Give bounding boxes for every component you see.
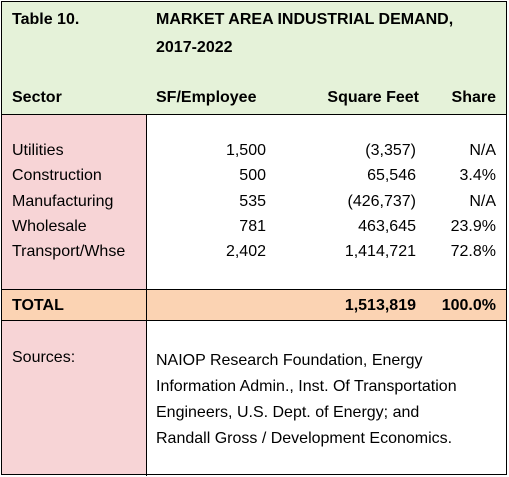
row-sector: Manufacturing xyxy=(12,193,114,210)
row-square-feet: 463,645 xyxy=(358,218,416,235)
total-top-divider xyxy=(2,289,506,290)
row-square-feet: 1,414,721 xyxy=(344,243,416,260)
sector-column-shading xyxy=(2,115,146,289)
sources-text: NAIOP Research Foundation, Energy Inform… xyxy=(156,352,457,447)
sources-label-shading xyxy=(2,321,146,474)
total-row-shading xyxy=(2,290,506,320)
column-header-sf-per-employee: SF/Employee xyxy=(156,89,257,106)
column-header-square-feet: Square Feet xyxy=(327,89,419,106)
row-square-feet: (426,737) xyxy=(347,193,417,210)
column-header-sector: Sector xyxy=(12,89,62,106)
row-share: 23.9% xyxy=(450,218,496,235)
row-share: 72.8% xyxy=(450,243,496,260)
total-square-feet: 1,513,819 xyxy=(344,297,416,314)
row-sector: Transport/Whse xyxy=(12,243,126,260)
column-divider xyxy=(146,114,147,476)
row-square-feet: 65,546 xyxy=(367,167,416,184)
row-sector: Wholesale xyxy=(12,218,87,235)
row-sf-per-employee: 1,500 xyxy=(225,142,266,159)
row-share: N/A xyxy=(469,193,496,210)
column-header-share: Share xyxy=(451,89,496,106)
row-sector: Construction xyxy=(12,167,102,184)
row-sector: Utilities xyxy=(12,142,64,159)
header-divider xyxy=(2,114,506,115)
row-sf-per-employee: 500 xyxy=(239,167,266,184)
table-title-line2: 2017-2022 xyxy=(156,39,233,56)
row-sf-per-employee: 781 xyxy=(239,218,266,235)
row-sf-per-employee: 2,402 xyxy=(225,243,266,260)
sources-label: Sources: xyxy=(12,349,76,366)
row-share: 3.4% xyxy=(459,167,496,184)
table-header-band xyxy=(2,2,506,114)
total-label: TOTAL xyxy=(12,297,64,314)
row-share: N/A xyxy=(469,142,496,159)
row-square-feet: (3,357) xyxy=(365,142,416,159)
table-number: Table 10. xyxy=(12,11,80,28)
total-bottom-divider xyxy=(2,320,506,321)
table-title-line1: MARKET AREA INDUSTRIAL DEMAND, xyxy=(156,11,454,28)
total-share: 100.0% xyxy=(441,297,496,314)
row-sf-per-employee: 535 xyxy=(239,193,266,210)
